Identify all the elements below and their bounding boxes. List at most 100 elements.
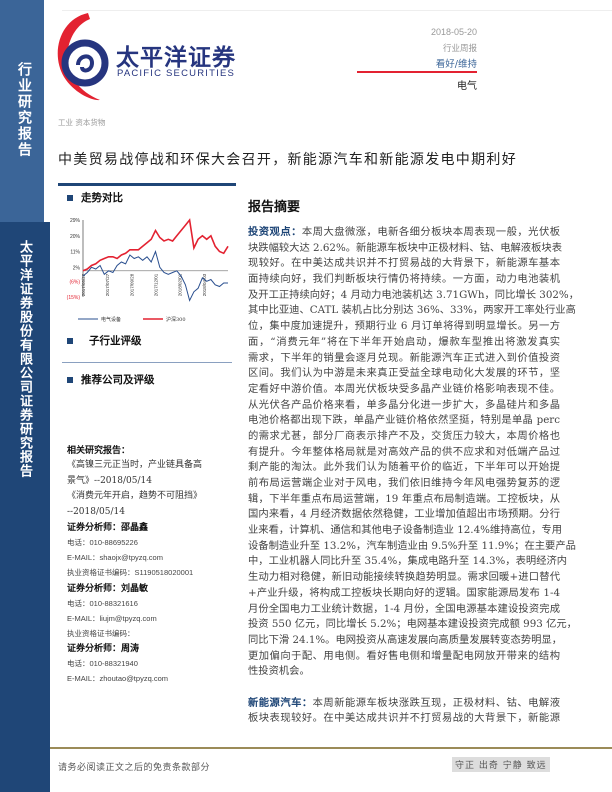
analyst-cert: 执业资格证书编码：: [67, 629, 135, 638]
rating-underline: [357, 71, 477, 73]
legend-label: 电气设备: [101, 316, 121, 323]
analyst-phone: 电话：010-88321940: [67, 659, 138, 668]
text-line: 辑，下半年重点布局运营端，19 年重点布局制造端。工控板块，从: [248, 492, 560, 508]
line-text: 板块表现较好。在中美达成共识并不打贸易战的大背景下，新能源: [248, 712, 560, 725]
top-rule: [62, 10, 612, 11]
paragraph-lead: 投资观点：: [248, 226, 302, 238]
company-heading: 推荐公司及评级: [67, 372, 155, 387]
logo-text-en: PACIFIC SECURITIES: [117, 68, 236, 79]
text-line: 月份全国电力工业统计数据，1-4 月份，全国电源基本建设投资完成: [248, 602, 560, 618]
x-tick-label: 2017/09/28: [129, 273, 134, 296]
paragraph-nev: 新能源汽车：本周新能源车板块涨跌互现，正极材料、钴、电解液 板块表现较好。在中美达…: [248, 696, 560, 727]
line-text: 设备制造业升至 13.2%，汽车制造业由 9.5%升至 11.9%；在主要产品: [248, 539, 576, 552]
y-tick-label: 29%: [70, 218, 81, 224]
text-line: 面持续向好，我们判断板块行情仍将持续。一方面，动力电池装机: [248, 272, 560, 288]
analyst-name: 证券分析师：邵晶鑫: [67, 523, 149, 533]
y-tick-label: 20%: [70, 234, 81, 240]
summary-body: 投资观点：本周大盘微涨，电新各细分板块本周表现一般，光伏板 块跌幅较大达 2.62…: [248, 225, 579, 727]
text-line: 中，工业机器人同比升至 35.4%，集成电路升至 14.3%，表明经济内: [248, 554, 567, 570]
sub-rating-heading: 子行业评级: [67, 333, 142, 348]
text-line: 剩产能的淘汰。此外我们认为随着平价的临近，下半年可以开始提: [248, 460, 560, 476]
text-line: 电池价格都出现下跌，单晶产业链价格依然坚挺，特别是单晶 perc: [248, 413, 560, 429]
line-text: 定看好中游价值。本周光伏板块受多晶产业链价格影响表现不佳。: [248, 382, 560, 395]
summary-heading: 报告摘要: [248, 200, 301, 215]
line-text: 块跌幅较大达 2.62%。新能源车板块中正极材料、钴、电解液板块表: [248, 241, 562, 254]
related-reports: 《高镍三元正当时，产业链具备高 景气》--2018/05/14 《消费元年开启，…: [67, 458, 202, 520]
line-text: 中，工业机器人同比升至 35.4%，集成电路升至 14.3%，表明经济内: [248, 555, 568, 568]
related-report-date: 景气》--2018/05/14: [67, 475, 152, 486]
line-text: 业来看，计算机、通信和其他电子设备制造业 12.4%维持高位，专用: [248, 524, 562, 537]
text-line: 面，“消费元年”将在下半年开始启动，爆款车型推出将激发真实: [248, 335, 560, 351]
analyst-phone: 电话：010-88695226: [67, 538, 138, 547]
line-text: 面，“消费元年”将在下半年开始启动，爆款车型推出将激发真实: [248, 335, 560, 348]
text-line: 其中比亚迪、CATL 装机占比分别达 36%、33%，两家开工率处行业高: [248, 303, 576, 319]
text-line: 板块表现较好。在中美达成共识并不打贸易战的大背景下，新能源: [248, 711, 560, 727]
text-line: 区间。我们认为中游是未来真正受益全球电动化大发展的环节，坚: [248, 366, 560, 382]
y-tick-label: (15%): [67, 295, 81, 301]
text-line: 块跌幅较大达 2.62%。新能源车板块中正极材料、钴、电解液板块表: [248, 241, 562, 257]
line-text: 位，集中度加速提升，预期行业 6 月订单将得到明显增长。另一方: [248, 320, 560, 333]
text-line: 设备制造业升至 13.2%，汽车制造业由 9.5%升至 11.9%；在主要产品: [248, 539, 576, 555]
x-tick-label: 2017/05/22: [81, 273, 86, 296]
series-line-hs300: [82, 218, 229, 272]
y-tick-label: 2%: [73, 265, 81, 271]
line-text: 其中比亚迪、CATL 装机占比分别达 36%、33%，两家开工率处行业高: [248, 304, 576, 317]
text-line: 同比下滑 24.1%。电网投资从高速发展向高质量发展转变态势明显，: [248, 633, 562, 649]
logo-text-cn: 太平洋证券: [116, 45, 236, 71]
line-text: +产业升级，将构成工控板块长期向好的逻辑。国家能源局发布 1-4: [248, 586, 560, 599]
y-tick-label: (6%): [69, 279, 80, 285]
report-type: 行业周报: [442, 44, 477, 54]
related-heading: 相关研究报告：: [67, 446, 131, 456]
bullet-square-icon: [67, 376, 73, 383]
footer-motto: 守正 出奇 宁静 致远: [452, 757, 550, 772]
line-text: 剩产能的淘汰。此外我们认为随着平价的临近，下半年可以开始提: [248, 461, 560, 474]
industry-label: 工业 资本货物: [58, 118, 106, 127]
line-text: 电池价格都出现下跌，单晶产业链价格依然坚挺，特别是单晶 perc: [248, 414, 560, 427]
text-line: 位，集中度加速提升，预期行业 6 月订单将得到明显增长。另一方: [248, 319, 560, 335]
line-text: 国内来看，4 月经济数据依然稳健，工业增加值超出市场预期。分行: [248, 508, 560, 521]
page-title: 中美贸易战停战和环保大会召开，新能源汽车和新能源发电中期利好: [58, 152, 517, 168]
paragraph-lead: 新能源汽车：: [248, 696, 313, 709]
analyst-name: 证券分析师：周涛: [67, 644, 140, 654]
analyst-email[interactable]: E-MAIL：shaojx@tpyzq.com: [67, 553, 163, 562]
analyst-email[interactable]: E-MAIL：liujm@tpyzq.com: [67, 614, 157, 623]
paragraph-investment-view: 投资观点：本周大盘微涨，电新各细分板块本周表现一般，光伏板 块跌幅较大达 2.62…: [248, 225, 579, 680]
line-text: 有提升。今年整体格局就是对高效产品的供不应求和对低端产品过: [248, 445, 560, 458]
trend-heading-text: 走势对比: [81, 192, 123, 204]
legend-label: 沪深300: [166, 316, 186, 323]
line-text: 生动力相对稳健，新旧动能接续转换趋势明显。需求回暖+进口替代: [248, 571, 560, 584]
line-text: 同比下滑 24.1%。电网投资从高速发展向高质量发展转变态势明显，: [248, 633, 562, 646]
text-line: 及开工正持续向好；4 月动力电池装机达 3.71GWh，同比增长 302%，: [248, 288, 579, 304]
series-line-electrical: [82, 249, 228, 302]
sub-rating-heading-text: 子行业评级: [89, 335, 142, 347]
x-tick-label: 2017/12/01: [154, 273, 159, 296]
x-tick-label: 2018/02/01: [178, 273, 183, 296]
related-report-date: --2018/05/14: [67, 506, 125, 517]
line-text: 从光伏各产品价格来看，单多晶分化进一步扩大，多晶硅片和多晶: [248, 398, 560, 411]
line-text: 辑，下半年重点布局运营端，19 年重点布局制造端。工控板块，从: [248, 492, 560, 505]
text-line: 的需求尤甚，部分厂商表示排产不及，交货压力较大，本周价格也: [248, 429, 560, 445]
line-text: 本周大盘微涨，电新各细分板块本周表现一般，光伏板: [301, 226, 561, 238]
text-line: 投资观点：本周大盘微涨，电新各细分板块本周表现一般，光伏板: [248, 225, 560, 241]
trend-chart: 29% 20% 11% 2% (6%) (15%)2017/05/22 2017/07/27…: [67, 218, 229, 323]
rating: 看好/维持: [435, 59, 477, 70]
text-line: 新能源汽车：本周新能源车板块涨跌互现，正极材料、钴、电解液: [248, 696, 560, 712]
line-text: 前布局运营端企业对于风电，我们依旧维持今年风电强势复苏的逻: [248, 477, 560, 489]
line-text: 更加偏向于配、用电侧。看好售电侧和增量配电网放开带来的结构: [248, 649, 560, 662]
text-line: 有提升。今年整体格局就是对高效产品的供不应求和对低端产品过: [248, 445, 560, 461]
text-line: 业来看，计算机、通信和其他电子设备制造业 12.4%维持高位，专用: [248, 523, 562, 539]
y-tick-label: 11%: [70, 250, 80, 256]
line-text: 及开工正持续向好；4 月动力电池装机达 3.71GWh，同比增长 302%，: [248, 288, 580, 301]
line-text: 本周新能源车板块涨跌互现，正极材料、钴、电解液: [312, 696, 561, 709]
text-line: 前布局运营端企业对于风电，我们依旧维持今年风电强势复苏的逻: [248, 476, 560, 492]
text-line: +产业升级，将构成工控板块长期向好的逻辑。国家能源局发布 1-4: [248, 586, 560, 602]
related-report-link[interactable]: 《高镍三元正当时，产业链具备高: [67, 460, 203, 470]
sector: 电气: [457, 81, 477, 92]
line-text: 现较好。在中美达成共识并不打贸易战的大背景下，新能源车基本: [248, 257, 560, 270]
text-line: 投资 550 亿元，同比增长 5.2%；电网基本建设投资完成额 993 亿元，: [248, 617, 577, 633]
analyst-email[interactable]: E-MAIL：zhoutao@tpyzq.com: [67, 674, 168, 683]
text-line: 需求，下半年的销量会逐月兑现。新能源汽车正式进入到价值投资: [248, 351, 560, 367]
analyst-phone: 电话：010-88321616: [67, 599, 138, 608]
sidebar-bottom: [0, 222, 50, 792]
related-report-link[interactable]: 《消费元年开启，趋势不可阻挡》: [67, 491, 203, 501]
